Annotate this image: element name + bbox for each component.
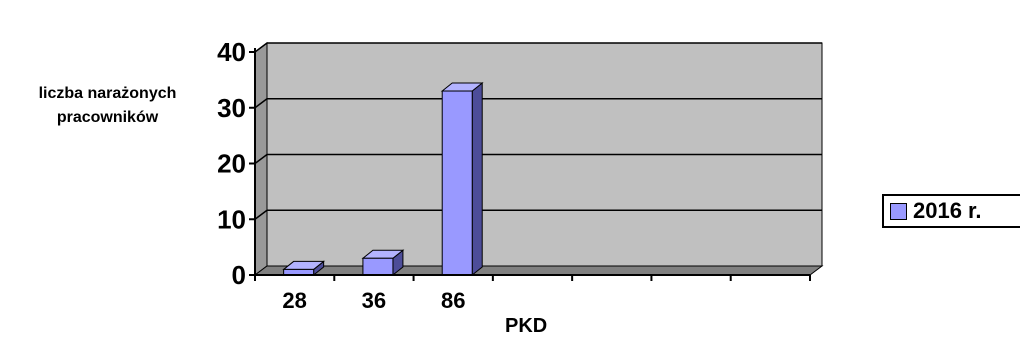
bars — [282, 81, 484, 277]
plot-walls — [253, 42, 824, 276]
gridline — [254, 42, 822, 53]
y-tick-label: 40 — [217, 37, 246, 67]
bar — [361, 249, 405, 277]
gridline — [254, 209, 822, 220]
gridline — [254, 153, 822, 165]
y-tick-labels: 0 10 20 30 40 — [217, 37, 246, 290]
y-tick-label: 30 — [217, 93, 246, 123]
bar-side — [471, 81, 483, 277]
legend-swatch — [890, 202, 907, 220]
plot-floor — [253, 265, 824, 276]
x-tick-label: 86 — [441, 288, 465, 313]
x-tick-label: 36 — [362, 288, 386, 313]
gridline — [254, 98, 822, 109]
bar — [282, 260, 326, 277]
bar-front — [441, 90, 473, 276]
axes — [249, 48, 811, 281]
gridlines — [254, 42, 822, 220]
y-axis-label: liczba narażonych pracowników — [38, 85, 177, 126]
x-axis-label: PKD — [505, 315, 548, 337]
y-tick-label: 10 — [217, 204, 246, 234]
x-tick-label: 28 — [282, 288, 306, 313]
legend-label: 2016 r. — [913, 198, 982, 223]
y-tick-label: 0 — [232, 260, 246, 290]
bar — [440, 81, 484, 277]
x-tick-labels: 28 36 86 — [282, 288, 465, 313]
y-tick-label: 20 — [217, 149, 246, 179]
legend: 2016 r. — [882, 194, 1020, 228]
bar-front — [362, 257, 394, 276]
